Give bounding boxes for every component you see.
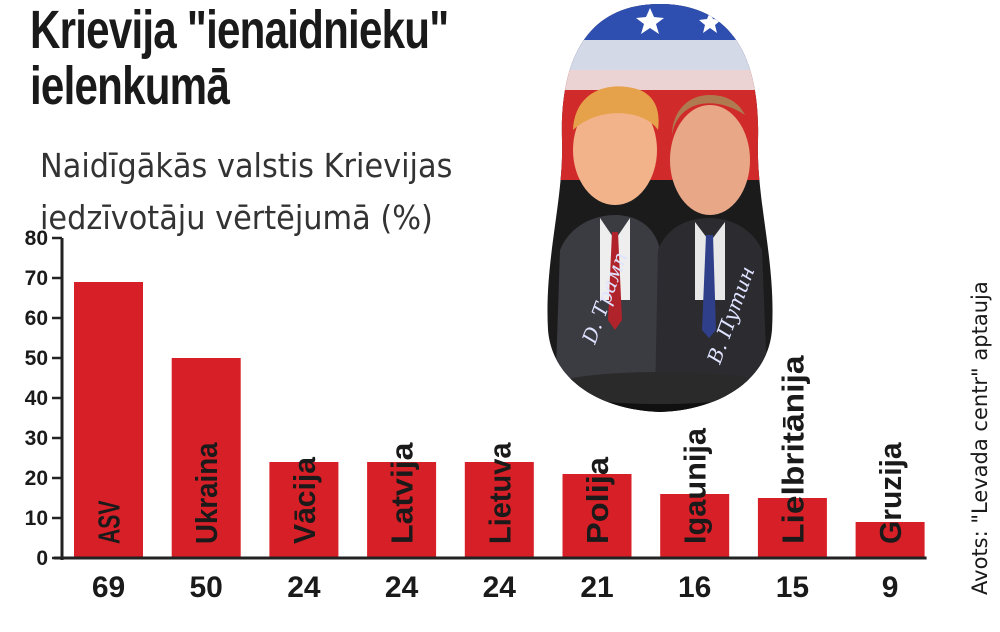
category-label-0: ASV <box>92 500 127 544</box>
source-note: Avots: "Levada centr" aptauja <box>968 281 992 595</box>
bar-6 <box>660 494 730 558</box>
chart-title: Krievija "ienaidnieku" ielenkumā <box>30 2 498 114</box>
value-label-5: 21 <box>580 571 613 604</box>
y-tick-label-4: 40 <box>25 387 48 410</box>
bar-5 <box>562 474 632 558</box>
value-label-8: 9 <box>882 571 899 604</box>
chart-subtitle: Naidīgākās valstis Krievijas iedzīvotāju… <box>40 140 452 244</box>
value-label-2: 24 <box>287 571 321 604</box>
category-label-6: Igaunija <box>678 427 713 544</box>
bar-4 <box>464 462 534 558</box>
chart-subtitle-line-1: Naidīgākās valstis Krievijas <box>40 146 453 185</box>
category-label-2: Vācija <box>287 456 322 544</box>
category-label-5: Polija <box>580 456 615 544</box>
chart-title-line-1: Krievija "ienaidnieku" <box>30 0 449 60</box>
bar-1 <box>171 358 241 558</box>
y-tick-label-2: 20 <box>25 467 48 490</box>
category-label-8: Gruzija <box>873 442 908 544</box>
value-label-0: 69 <box>92 571 125 604</box>
value-label-7: 15 <box>776 571 809 604</box>
bar-2 <box>269 462 339 558</box>
y-tick-label-6: 60 <box>25 307 48 330</box>
matryoshka-doll-image: D. Трамп В. Путин <box>547 4 773 412</box>
value-label-4: 24 <box>483 571 517 604</box>
y-tick-label-0: 0 <box>36 547 48 570</box>
chart-subtitle-line-2: iedzīvotāju vērtējumā (%) <box>40 198 433 237</box>
y-tick-label-5: 50 <box>25 347 48 370</box>
y-tick-label-1: 10 <box>25 507 48 530</box>
bar-8 <box>855 522 925 558</box>
category-label-7: Lielbritānija <box>775 355 810 544</box>
value-label-3: 24 <box>385 571 419 604</box>
category-label-1: Ukraina <box>189 442 224 544</box>
bar-7 <box>757 498 827 558</box>
y-tick-label-8: 80 <box>25 227 48 250</box>
bar-3 <box>367 462 437 558</box>
y-tick-label-7: 70 <box>25 267 48 290</box>
category-label-4: Lietuva <box>482 442 517 544</box>
value-label-1: 50 <box>190 571 223 604</box>
bar-0 <box>74 282 143 558</box>
chart-title-line-2: ielenkumā <box>30 56 230 116</box>
y-tick-label-3: 30 <box>25 427 48 450</box>
category-label-3: Latvija <box>385 442 420 544</box>
value-label-6: 16 <box>678 571 711 604</box>
